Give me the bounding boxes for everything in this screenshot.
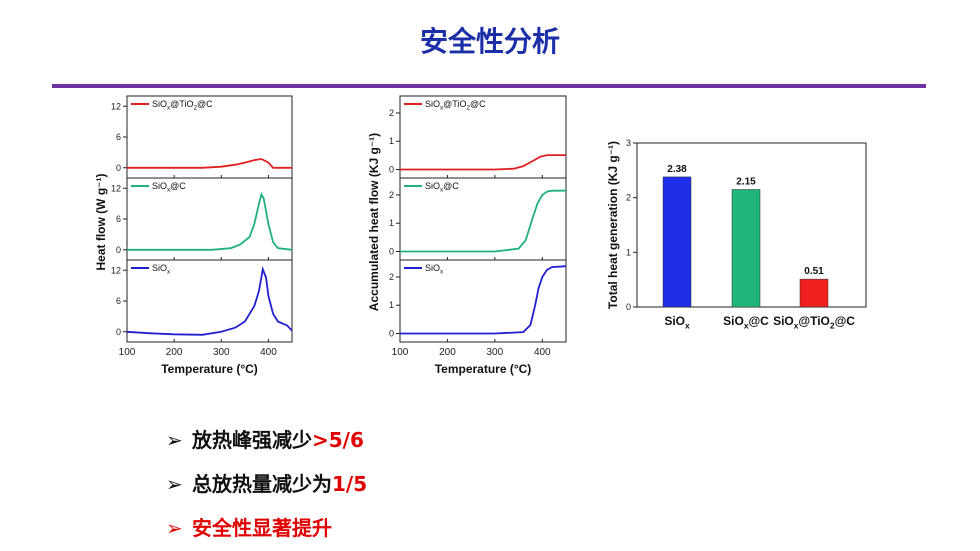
legend-label: SiOx: [152, 263, 171, 276]
y-axis-title: Heat flow (W g⁻¹): [94, 174, 108, 271]
y-tick-label: 0: [389, 247, 394, 257]
bullet-item: ➢ 安全性显著提升: [166, 506, 367, 550]
bullet-marker: ➢: [166, 428, 183, 452]
series-line: [127, 158, 292, 169]
x-tick-label: 100: [119, 347, 136, 358]
bullet-text: 总放热量减少为: [192, 472, 332, 496]
series-line: [126, 265, 293, 336]
y-tick-label: 2: [389, 190, 394, 200]
bullet-marker: ➢: [166, 516, 183, 540]
legend-label: SiOx@C: [425, 181, 459, 194]
x-tick-label: SiOx@TiO2@C: [773, 314, 855, 331]
y-tick-label: 2: [626, 193, 631, 203]
bar: [799, 278, 829, 308]
x-tick-label: 200: [439, 347, 456, 358]
series-line: [127, 192, 293, 251]
legend-label: SiOx: [425, 263, 444, 276]
bar-value-label: 2.38: [667, 164, 687, 175]
y-tick-label: 12: [111, 101, 121, 111]
bar-value-label: 0.51: [804, 266, 824, 277]
x-tick-label: 100: [392, 347, 409, 358]
x-axis-title: Temperature (°C): [435, 362, 532, 376]
bar: [662, 176, 692, 308]
x-tick-label: 400: [534, 347, 551, 358]
y-tick-label: 0: [389, 329, 394, 339]
y-tick-label: 6: [116, 296, 121, 306]
slide-title: 安全性分析: [419, 25, 560, 58]
x-tick-label: 300: [487, 347, 504, 358]
y-tick-label: 3: [626, 138, 631, 148]
panel-frame: [399, 259, 567, 343]
x-tick-label: SiOx: [664, 314, 690, 331]
bullet-marker: ➢: [166, 472, 183, 496]
y-tick-label: 1: [389, 218, 394, 228]
y-tick-label: 12: [111, 183, 121, 193]
bullet-text: 放热峰强减少: [192, 428, 312, 452]
y-tick-label: 0: [389, 165, 394, 175]
series-line: [400, 265, 567, 335]
y-tick-label: 1: [626, 247, 631, 257]
legend-label: SiOx@TiO2@C: [152, 99, 213, 112]
y-tick-label: 6: [116, 132, 121, 142]
y-tick-label: 0: [116, 245, 121, 255]
y-tick-label: 1: [389, 136, 394, 146]
y-tick-label: 0: [626, 302, 631, 312]
bullet-highlight: >5/6: [312, 428, 364, 452]
x-tick-label: SiOx@C: [723, 314, 769, 331]
y-axis-title: Total heat generation (KJ g⁻¹): [606, 141, 620, 309]
bullet-list: ➢ 放热峰强减少>5/6 ➢ 总放热量减少为1/5 ➢ 安全性显著提升: [166, 418, 367, 550]
x-axis-title: Temperature (°C): [161, 362, 258, 376]
bar-value-label: 2.15: [736, 176, 756, 187]
x-tick-label: 200: [166, 347, 183, 358]
legend-label: SiOx@TiO2@C: [425, 99, 486, 112]
y-tick-label: 0: [116, 163, 121, 173]
bullet-highlight: 1/5: [332, 472, 368, 496]
y-axis-title: Accumulated heat flow (KJ g⁻¹): [367, 133, 381, 311]
x-tick-label: 300: [213, 347, 230, 358]
y-tick-label: 1: [389, 300, 394, 310]
y-tick-label: 2: [389, 272, 394, 282]
y-tick-label: 12: [111, 265, 121, 275]
bullet-item: ➢ 总放热量减少为1/5: [166, 462, 367, 506]
bar: [731, 189, 761, 308]
bullet-text: 安全性显著提升: [192, 516, 332, 540]
title-divider: [52, 84, 926, 88]
y-tick-label: 2: [389, 108, 394, 118]
series-line: [400, 154, 566, 171]
x-tick-label: 400: [260, 347, 277, 358]
y-tick-label: 0: [116, 327, 121, 337]
legend-label: SiOx@C: [152, 181, 186, 194]
bullet-item: ➢ 放热峰强减少>5/6: [166, 418, 367, 462]
series-line: [400, 189, 566, 253]
y-tick-label: 6: [116, 214, 121, 224]
